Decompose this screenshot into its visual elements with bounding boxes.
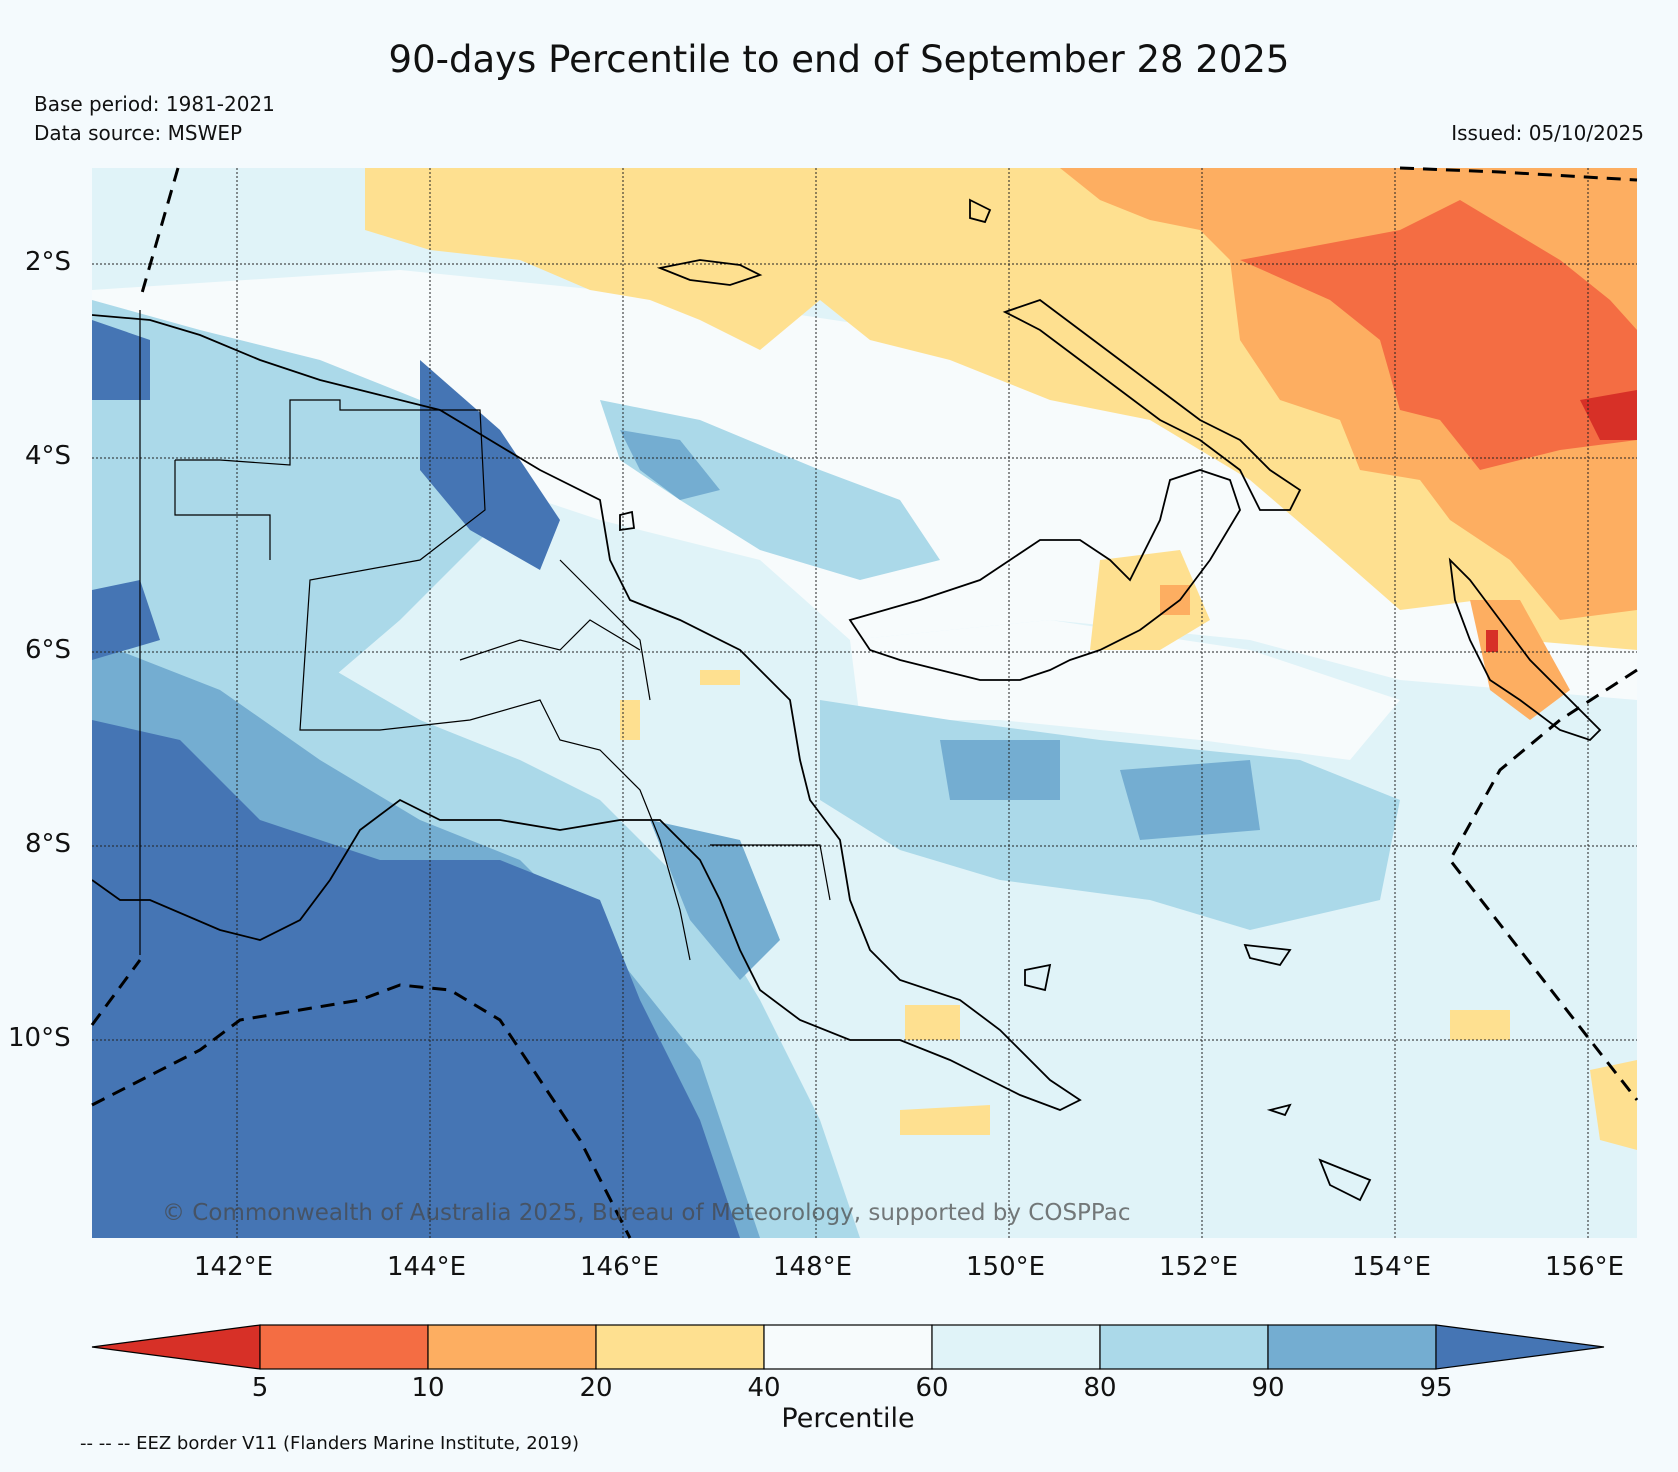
lon-label-150e: 150°E <box>966 1252 1046 1282</box>
eez-borders <box>90 166 1639 1239</box>
data-source: Data source: MSWEP <box>34 121 243 145</box>
map-title: 90-days Percentile to end of September 2… <box>388 38 1290 81</box>
percentile-fields <box>92 168 1637 1238</box>
lon-label-142e: 142°E <box>194 1252 274 1282</box>
lon-label-144e: 144°E <box>387 1252 467 1282</box>
lon-label-152e: 152°E <box>1159 1252 1239 1282</box>
colorbar-segment <box>259 1324 429 1370</box>
eez-note: -- -- -- EEZ border V11 (Flanders Marine… <box>80 1433 580 1454</box>
base-period: Base period: 1981-2021 <box>34 92 275 116</box>
colorbar-segment <box>595 1324 765 1370</box>
lat-label-4s: 4°S <box>25 441 72 471</box>
colorbar-tick: 40 <box>747 1373 781 1403</box>
colorbar-tick: 10 <box>411 1373 445 1403</box>
colorbar-tick: 80 <box>1083 1373 1117 1403</box>
colorbar-tick: 90 <box>1251 1373 1285 1403</box>
colorbar-segment <box>763 1324 933 1370</box>
lon-label-148e: 148°E <box>773 1252 853 1282</box>
lon-label-146e: 146°E <box>580 1252 660 1282</box>
issued-date: Issued: 05/10/2025 <box>1451 121 1644 145</box>
lat-label-6s: 6°S <box>25 635 72 665</box>
lat-label-8s: 8°S <box>25 829 72 859</box>
colorbar-label: Percentile <box>781 1403 915 1434</box>
colorbar-segment <box>1099 1324 1269 1370</box>
coastlines <box>92 198 1602 1202</box>
province-borders <box>139 310 831 961</box>
colorbar-segment <box>1267 1324 1437 1370</box>
lat-label-2s: 2°S <box>25 247 72 277</box>
colorbar-extend-high <box>1435 1324 1605 1370</box>
copyright-watermark: © Commonwealth of Australia 2025, Bureau… <box>162 1200 1131 1226</box>
colorbar-tick: 20 <box>579 1373 613 1403</box>
lon-label-154e: 154°E <box>1352 1252 1432 1282</box>
colorbar-segment <box>931 1324 1101 1370</box>
colorbar-tick: 60 <box>915 1373 949 1403</box>
colorbar-segment <box>427 1324 597 1370</box>
colorbar-tick: 95 <box>1419 1373 1453 1403</box>
colorbar-tick: 5 <box>251 1373 269 1403</box>
lat-label-10s: 10°S <box>8 1023 71 1053</box>
lon-label-156e: 156°E <box>1545 1252 1625 1282</box>
colorbar <box>91 1324 1605 1370</box>
colorbar-extend-low <box>91 1324 261 1370</box>
